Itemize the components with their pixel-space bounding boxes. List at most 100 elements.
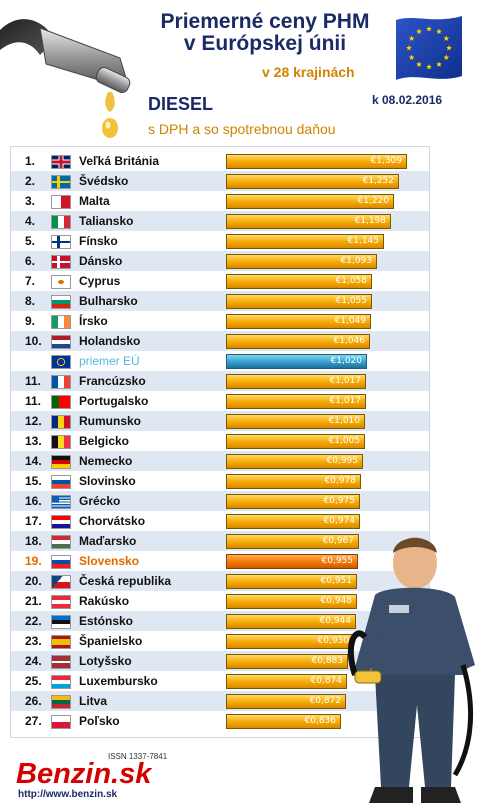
flag-sk-icon [51,555,71,569]
price-ranking-panel: 1. Veľká Británia €1,309 2. Švédsko €1,252 3. M… [10,146,430,738]
flag-lt-icon [51,695,71,709]
price-label: €1,010 [328,416,361,426]
title-line-1: Priemerné ceny PHM [160,10,370,33]
country-row: 27. Poľsko €0,836 [11,711,429,731]
rank-label: 26. [25,694,42,708]
fuel-nozzle-icon [0,19,131,138]
country-label: Česká republika [79,574,172,588]
price-label: €1,049 [334,316,367,326]
price-label: €1,145 [347,236,380,246]
country-label: Bulharsko [79,294,138,308]
price-bar: €1,017 [226,374,366,389]
flag-cy-icon [51,275,71,289]
country-label: Chorvátsko [79,514,146,528]
country-row: 5. Fínsko €1,145 [11,231,429,251]
flag-es-icon [51,635,71,649]
rank-label: 27. [25,714,42,728]
country-label: Taliansko [79,214,134,228]
rank-label: 2. [25,174,36,188]
country-row: 11. Portugalsko €1,017 [11,391,429,411]
country-label: Rumunsko [79,414,142,428]
price-label: €0,948 [320,596,353,606]
country-label: Fínsko [79,234,118,248]
flag-gb-icon [51,155,71,169]
country-row: 7. Cyprus €1,058 [11,271,429,291]
tax-note: s DPH a so spotrebnou daňou [148,121,336,137]
country-row: 23. Španielsko €0,930 [11,631,429,651]
rank-label: 8. [25,294,36,308]
price-bar: €0,955 [226,554,358,569]
flag-lv-icon [51,655,71,669]
price-label: €0,883 [311,656,344,666]
country-row: 14. Nemecko €0,995 [11,451,429,471]
country-label: Slovensko [79,554,140,568]
rank-label: 9. [25,314,36,328]
country-label: Luxembursko [79,674,158,688]
country-row: 2. Švédsko €1,252 [11,171,429,191]
flag-mt-icon [51,195,71,209]
price-label: €0,874 [310,676,343,686]
subtitle: v 28 krajinách [262,64,355,80]
country-label: Dánsko [79,254,123,268]
price-bar: €0,874 [226,674,347,689]
country-row: 19. Slovensko €0,955 [11,551,429,571]
rank-label: 18. [25,534,42,548]
country-row: 3. Malta €1,220 [11,191,429,211]
price-label: €1,093 [340,256,373,266]
country-label: Holandsko [79,334,141,348]
price-bar: €1,046 [226,334,370,349]
country-row: 9. Írsko €1,049 [11,311,429,331]
price-label: €0,967 [322,536,355,546]
eu-star [406,45,412,51]
rank-label: 20. [25,574,42,588]
eu-star [426,26,432,32]
price-label: €1,309 [370,156,403,166]
rank-label: 15. [25,474,42,488]
price-label: €0,930 [317,636,350,646]
eu-star [446,45,452,51]
price-bar: €1,252 [226,174,399,189]
price-bar: €1,005 [226,434,365,449]
country-row: 22. Estónsko €0,944 [11,611,429,631]
price-label: €1,020 [330,356,363,366]
average-row: priemer EÚ €1,020 [11,351,429,371]
country-label: Estónsko [79,614,134,628]
price-label: €0,975 [323,496,356,506]
price-bar: €0,944 [226,614,356,629]
country-label: Litva [79,694,108,708]
flag-cz-icon [51,575,71,589]
eu-star [443,54,450,60]
country-row: 20. Česká republika €0,951 [11,571,429,591]
rank-label: 13. [25,434,42,448]
price-bar: €0,975 [226,494,360,509]
flag-at-icon [51,595,71,609]
country-row: 11. Francúzsko €1,017 [11,371,429,391]
flag-hr-icon [51,515,71,529]
rank-label: 4. [25,214,36,228]
flag-fi-icon [51,235,71,249]
rank-label: 17. [25,514,42,528]
country-label: Cyprus [79,274,121,288]
country-row: 18. Maďarsko €0,967 [11,531,429,551]
country-row: 17. Chorvátsko €0,974 [11,511,429,531]
rank-label: 25. [25,674,42,688]
price-label: €0,872 [309,696,342,706]
rank-label: 23. [25,634,42,648]
country-label: priemer EÚ [79,354,140,368]
flag-dk-icon [51,255,71,269]
rank-label: 24. [25,654,42,668]
price-label: €0,955 [321,556,354,566]
price-label: €1,058 [335,276,368,286]
country-row: 4. Taliansko €1,198 [11,211,429,231]
price-label: €0,944 [319,616,352,626]
country-row: 10. Holandsko €1,046 [11,331,429,351]
rank-label: 14. [25,454,42,468]
flag-ie-icon [51,315,71,329]
flag-ro-icon [51,415,71,429]
price-bar: €0,967 [226,534,359,549]
price-bar: €1,055 [226,294,372,309]
flag-nl-icon [51,335,71,349]
flag-eu-icon [51,355,71,369]
flag-si-icon [51,475,71,489]
